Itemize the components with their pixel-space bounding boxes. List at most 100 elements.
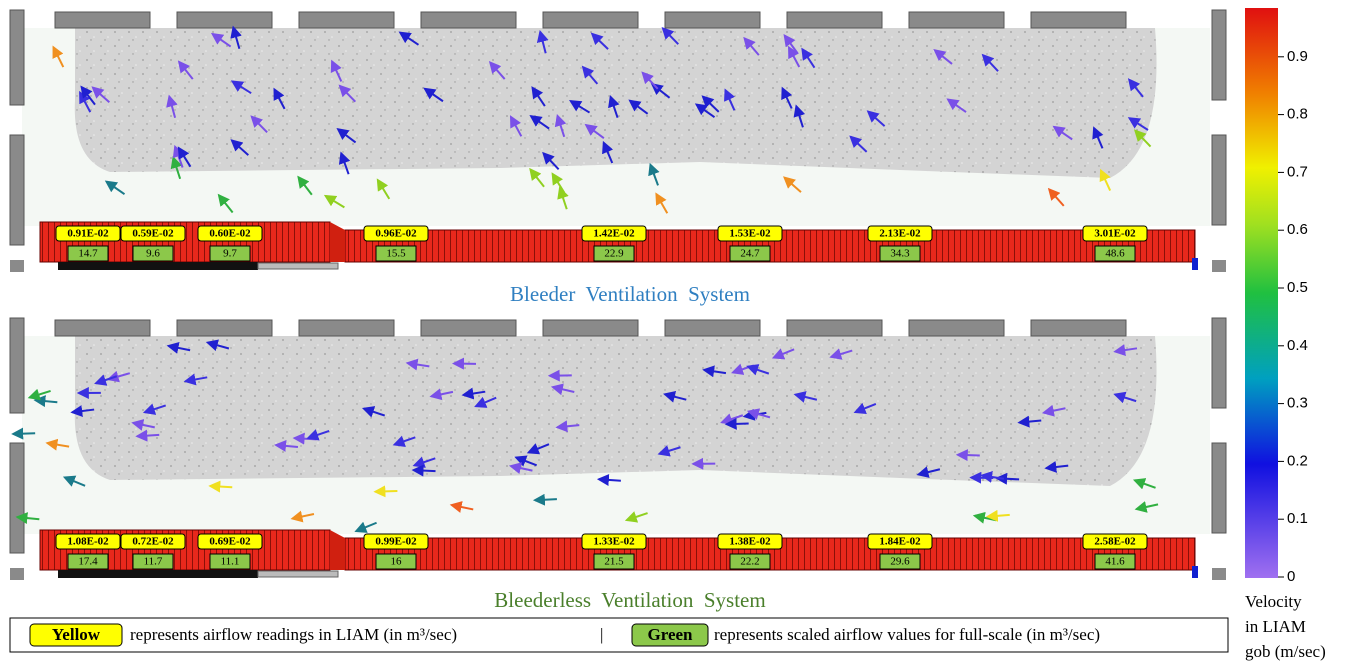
velocity-arrow: [1044, 461, 1069, 473]
pillar: [786, 319, 883, 337]
legend-separator: |: [600, 625, 603, 644]
pillar: [1030, 319, 1127, 337]
full-scale-value: 34.3: [890, 248, 910, 260]
velocity-arrow: [746, 364, 770, 376]
face-step: [330, 530, 345, 570]
pillar: [54, 319, 151, 337]
velocity-arrow: [624, 511, 648, 523]
velocity-arrow: [648, 162, 660, 186]
liam-reading: 0.60E-02: [209, 228, 251, 240]
liam-box: [363, 225, 429, 242]
velocity-arrow: [1133, 129, 1152, 148]
full-scale-value: 15.5: [386, 248, 406, 260]
velocity-arrow: [210, 32, 232, 48]
velocity-arrow: [1017, 415, 1042, 428]
velocity-arrow: [590, 32, 609, 50]
velocity-arrow: [91, 86, 111, 103]
pillar: [54, 11, 151, 29]
velocity-arrow: [801, 47, 816, 69]
velocity-arrow: [550, 383, 575, 396]
pillar: [420, 11, 517, 29]
liam-box: [867, 533, 933, 550]
gob: [74, 336, 1157, 486]
colorbar: 0 0.1 0.2 0.3 0.4 0.5 0.6 0.7 0.8 0.9 Velocity in…: [1245, 8, 1326, 661]
velocity-arrow: [135, 429, 160, 442]
velocity-arrow: [376, 178, 391, 200]
liam-box: [363, 533, 429, 550]
velocity-arrow: [488, 60, 506, 80]
conveyor-end: [257, 570, 339, 578]
liam-box: [717, 533, 783, 550]
velocity-arrow: [104, 180, 126, 196]
pillar: [542, 319, 639, 337]
legend-yellow-text: represents airflow readings in LIAM (in …: [130, 625, 457, 644]
velocity-arrow: [508, 462, 533, 474]
colorbar-tick-label: 0.6: [1287, 221, 1308, 238]
legend-green: Green: [647, 625, 693, 644]
liam-box: [120, 225, 186, 242]
pillar: [542, 11, 639, 29]
liam-reading: 2.13E-02: [879, 228, 921, 240]
full-box: [729, 553, 771, 570]
full-box: [879, 553, 921, 570]
velocity-arrow: [866, 110, 886, 127]
velocity-arrow: [981, 53, 999, 72]
velocity-arrow: [554, 113, 567, 138]
full-box: [209, 553, 251, 570]
velocity-arrow: [405, 358, 430, 371]
colorbar-label: Velocity: [1245, 592, 1302, 611]
full-scale-value: 21.5: [604, 556, 624, 568]
full-scale-value: 14.7: [78, 248, 98, 260]
velocity-arrow: [985, 509, 1010, 522]
velocity-arrow: [33, 395, 58, 408]
velocity-arrow: [608, 94, 620, 119]
velocity-arrow: [555, 420, 580, 433]
stub: [1212, 260, 1226, 272]
velocity-arrow: [142, 403, 167, 415]
liam-reading: 1.42E-02: [593, 228, 635, 240]
conveyor-end: [257, 262, 339, 270]
velocity-arrow: [746, 408, 771, 420]
velocity-arrow: [793, 104, 806, 128]
velocity-arrow: [980, 471, 1005, 483]
velocity-arrow: [655, 192, 669, 214]
velocity-arrow: [596, 473, 621, 486]
full-box: [67, 553, 109, 570]
full-box: [729, 245, 771, 262]
velocity-arrow: [743, 36, 760, 56]
velocity-arrow: [542, 151, 560, 170]
velocity-arrow: [292, 432, 317, 445]
velocity-arrow: [1113, 391, 1137, 404]
liam-reading: 0.96E-02: [375, 228, 417, 240]
full-box: [593, 553, 635, 570]
legend-green-text: represents scaled airflow values for ful…: [714, 625, 1100, 644]
velocity-arrow: [536, 29, 549, 54]
stub-blue: [1192, 566, 1198, 578]
velocity-arrow: [273, 87, 286, 110]
full-scale-value: 22.9: [604, 248, 624, 260]
legend-box: [9, 617, 1229, 653]
panels: 0.91E-02 14.7 0.59E-02 9.6 0.60E-02 9.7 0.96E-…: [9, 9, 1227, 612]
velocity-arrow: [297, 175, 313, 196]
velocity-arrow: [250, 115, 268, 134]
liam-reading: 2.58E-02: [1094, 536, 1136, 548]
colorbar-tick-label: 0.2: [1287, 452, 1308, 469]
panel: 1.08E-02 17.4 0.72E-02 11.7 0.69E-02 11.1 0.99…: [9, 317, 1227, 612]
liam-box: [197, 225, 263, 242]
liam-reading: 1.33E-02: [593, 536, 635, 548]
colorbar-label: gob (m/sec): [1245, 642, 1326, 661]
velocity-arrow: [208, 480, 233, 493]
velocity-arrow: [529, 167, 545, 188]
velocity-arrow: [177, 60, 194, 80]
stub: [10, 260, 24, 272]
pillar: [908, 319, 1005, 337]
full-box: [593, 245, 635, 262]
velocity-arrow: [338, 84, 357, 103]
velocity-arrow: [177, 146, 192, 168]
full-box: [132, 245, 174, 262]
velocity-arrow: [336, 127, 357, 144]
velocity-arrow: [1127, 78, 1144, 98]
liam-reading: 3.01E-02: [1094, 228, 1136, 240]
velocity-arrow: [80, 85, 96, 106]
